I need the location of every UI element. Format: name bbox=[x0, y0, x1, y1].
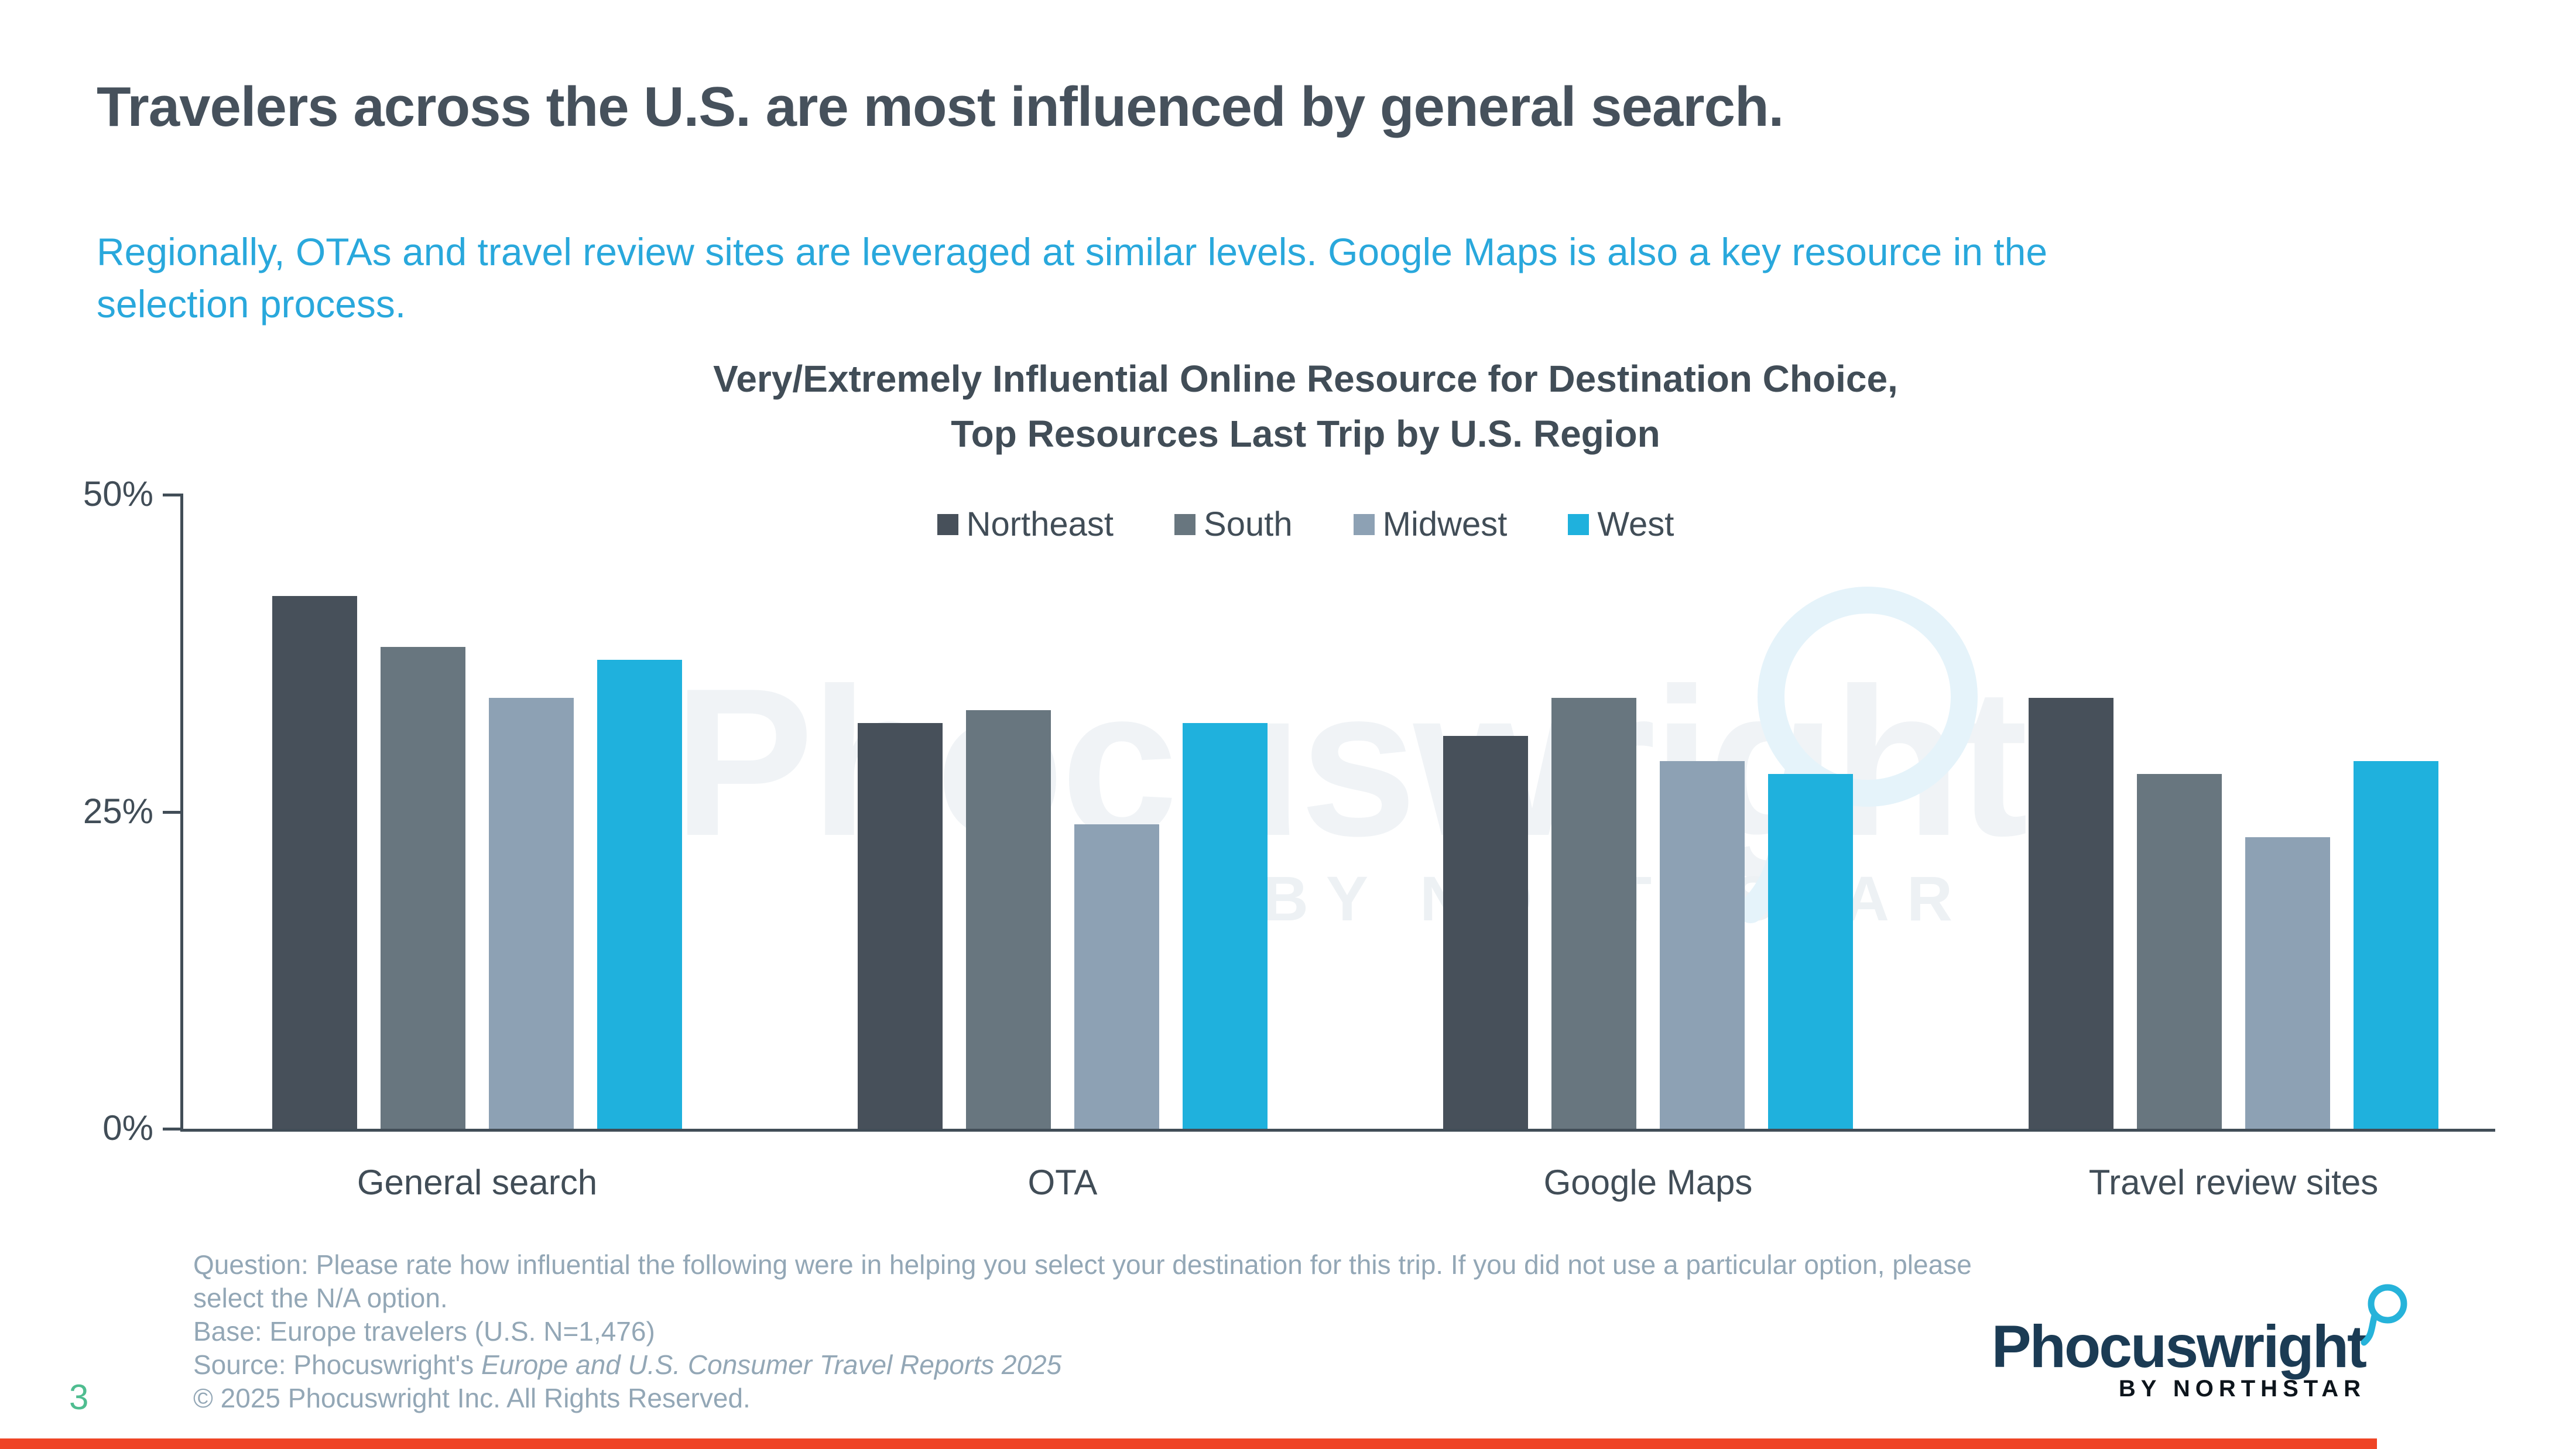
legend-item-west: West bbox=[1568, 505, 1674, 544]
bottom-accent-bar bbox=[0, 1438, 2377, 1449]
phocuswright-logo-text: Phocuswright bbox=[1991, 1313, 2367, 1380]
chart-legend: Northeast South Midwest West bbox=[18, 505, 2576, 544]
bar-south-google-maps bbox=[1551, 697, 1636, 1129]
category-label-google-maps: Google Maps bbox=[1543, 1163, 1753, 1202]
legend-label-west: West bbox=[1597, 505, 1674, 543]
footnote-source-prefix: Source: Phocuswright's bbox=[193, 1349, 482, 1380]
logo-speech-bubble-icon bbox=[2361, 1284, 2407, 1346]
chart-title: Very/Extremely Influential Online Resour… bbox=[18, 351, 2576, 461]
page-number: 3 bbox=[69, 1378, 89, 1417]
page-subtitle: Regionally, OTAs and travel review sites… bbox=[97, 226, 2380, 330]
bar-midwest-ota bbox=[1074, 824, 1159, 1129]
y-tick-0 bbox=[163, 1128, 181, 1131]
bar-midwest-google-maps bbox=[1660, 761, 1745, 1129]
footnote-base: Base: Europe travelers (U.S. N=1,476) bbox=[193, 1316, 655, 1347]
bar-northeast-general-search bbox=[272, 596, 357, 1129]
bar-south-ota bbox=[966, 710, 1051, 1129]
category-label-general-search: General search bbox=[357, 1163, 598, 1202]
bar-west-ota bbox=[1183, 722, 1268, 1129]
bar-west-google-maps bbox=[1768, 773, 1853, 1129]
y-axis-line bbox=[180, 494, 183, 1132]
page-subtitle-line1: Regionally, OTAs and travel review sites… bbox=[97, 230, 2048, 273]
footnotes: Question: Please rate how influential th… bbox=[193, 1248, 2125, 1415]
y-tick-50 bbox=[163, 494, 181, 496]
footnote-copyright: © 2025 Phocuswright Inc. All Rights Rese… bbox=[193, 1383, 751, 1413]
bar-south-travel-review-sites bbox=[2137, 773, 2222, 1129]
legend-label-northeast: Northeast bbox=[966, 505, 1114, 543]
bar-northeast-travel-review-sites bbox=[2029, 697, 2113, 1129]
bar-midwest-travel-review-sites bbox=[2245, 837, 2330, 1129]
legend-label-midwest: Midwest bbox=[1382, 505, 1508, 543]
page-subtitle-line2: selection process. bbox=[97, 282, 406, 326]
footnote-source: Source: Phocuswright's Europe and U.S. C… bbox=[193, 1348, 2125, 1382]
chart-title-line2: Top Resources Last Trip by U.S. Region bbox=[951, 413, 1660, 455]
footnote-question-line2: select the N/A option. bbox=[193, 1283, 448, 1313]
bar-west-travel-review-sites bbox=[2354, 761, 2438, 1129]
legend-item-midwest: Midwest bbox=[1353, 505, 1508, 544]
legend-item-northeast: Northeast bbox=[937, 505, 1114, 544]
legend-marker-west bbox=[1568, 513, 1590, 535]
category-label-travel-review-sites: Travel review sites bbox=[2088, 1163, 2379, 1202]
chart-title-line1: Very/Extremely Influential Online Resour… bbox=[713, 358, 1898, 400]
y-tick-label-25: 25% bbox=[83, 791, 153, 831]
y-tick-label-0: 0% bbox=[102, 1108, 153, 1147]
logo-byline: BY NORTHSTAR bbox=[2118, 1376, 2366, 1402]
y-tick-label-50: 50% bbox=[83, 474, 153, 513]
legend-item-south: South bbox=[1174, 505, 1293, 544]
legend-marker-south bbox=[1174, 513, 1196, 535]
footnote-question-line1: Question: Please rate how influential th… bbox=[193, 1249, 1972, 1280]
bar-northeast-google-maps bbox=[1443, 735, 1528, 1129]
x-axis-line bbox=[180, 1129, 2495, 1132]
y-tick-25 bbox=[163, 810, 181, 814]
bar-midwest-general-search bbox=[489, 697, 574, 1129]
bar-west-general-search bbox=[597, 659, 682, 1129]
bar-northeast-ota bbox=[858, 722, 943, 1129]
legend-marker-northeast bbox=[937, 513, 958, 535]
legend-marker-midwest bbox=[1353, 513, 1375, 535]
legend-label-south: South bbox=[1204, 505, 1293, 543]
bar-south-general-search bbox=[381, 646, 465, 1129]
category-label-ota: OTA bbox=[1027, 1163, 1098, 1202]
page-title: Travelers across the U.S. are most influ… bbox=[97, 76, 1784, 138]
footnote-source-report-title: Europe and U.S. Consumer Travel Reports … bbox=[481, 1349, 1062, 1380]
